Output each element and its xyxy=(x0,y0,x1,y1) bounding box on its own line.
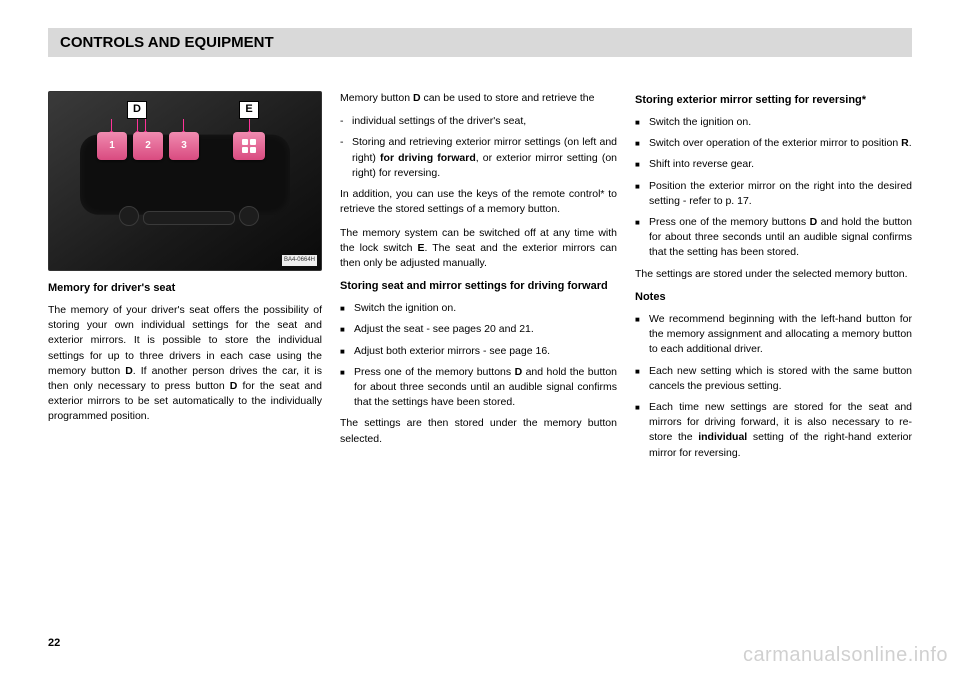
column-1: D E 1 2 3 BA4-0664H Memory for driver's … xyxy=(48,91,322,467)
bullet-list-item: ■ Switch the ignition on. xyxy=(635,115,912,130)
list-text: Adjust the seat - see pages 20 and 21. xyxy=(354,322,617,337)
text-run: Memory button xyxy=(340,92,413,104)
list-text: We recommend beginning with the left-han… xyxy=(649,312,912,358)
square-bullet-icon: ■ xyxy=(635,136,649,151)
bullet-list-item: ■ Adjust the seat - see pages 20 and 21. xyxy=(340,322,617,337)
pointer-line xyxy=(249,119,250,133)
section-header-title: CONTROLS AND EQUIPMENT xyxy=(60,34,900,51)
bullet-list-item: ■ Position the exterior mirror on the ri… xyxy=(635,179,912,209)
memory-button-1: 1 xyxy=(97,132,127,160)
list-text: Each time new settings are stored for th… xyxy=(649,400,912,461)
text-run: Press one of the memory buttons xyxy=(354,366,515,378)
seat-memory-figure: D E 1 2 3 BA4-0664H xyxy=(48,91,322,271)
watermark: carmanualsonline.info xyxy=(743,644,948,667)
paragraph: Memory button D can be used to store and… xyxy=(340,91,617,106)
seat-bar-icon xyxy=(143,211,235,225)
seat-adjust-control xyxy=(119,206,259,230)
square-bullet-icon: ■ xyxy=(635,157,649,172)
square-bullet-icon: ■ xyxy=(635,312,649,358)
square-bullet-icon: ■ xyxy=(635,364,649,394)
square-bullet-icon: ■ xyxy=(635,215,649,261)
square-bullet-icon: ■ xyxy=(340,322,354,337)
bold-letter: D xyxy=(125,365,133,377)
square-bullet-icon: ■ xyxy=(635,179,649,209)
figure-code: BA4-0664H xyxy=(282,255,317,266)
bullet-list-item: ■ Switch over operation of the exterior … xyxy=(635,136,912,151)
list-text: Shift into reverse gear. xyxy=(649,157,912,172)
text-run: Switch over operation of the exterior mi… xyxy=(649,137,901,149)
seat-knob-icon xyxy=(239,206,259,226)
bullet-list-item: ■ Adjust both exterior mirrors - see pag… xyxy=(340,344,617,359)
paragraph: In addition, you can use the keys of the… xyxy=(340,187,617,217)
dash-marker: - xyxy=(340,114,352,129)
section-title-storing-forward: Storing seat and mirror settings for dri… xyxy=(340,279,617,295)
list-text: Adjust both exterior mirrors - see page … xyxy=(354,344,617,359)
column-3: Storing exterior mirror setting for reve… xyxy=(635,91,912,467)
bullet-list-item: ■ Switch the ignition on. xyxy=(340,301,617,316)
paragraph: The memory system can be switched off at… xyxy=(340,226,617,272)
pointer-line xyxy=(111,119,112,133)
seat-knob-icon xyxy=(119,206,139,226)
bold-text: for driving forward xyxy=(380,152,476,164)
memory-button-3: 3 xyxy=(169,132,199,160)
bullet-list-item: ■ We recommend beginning with the left-h… xyxy=(635,312,912,358)
callout-label-e: E xyxy=(239,101,259,119)
list-text: Position the exterior mirror on the righ… xyxy=(649,179,912,209)
bold-letter: D xyxy=(413,92,421,104)
pointer-line xyxy=(183,119,184,133)
square-bullet-icon: ■ xyxy=(635,400,649,461)
list-text: Press one of the memory buttons D and ho… xyxy=(354,365,617,411)
notes-heading: Notes xyxy=(635,290,912,306)
callout-label-d: D xyxy=(127,101,147,119)
list-text: Storing and retrieving exterior mirror s… xyxy=(352,135,617,181)
grid-icon xyxy=(242,139,256,153)
bullet-list-item: ■ Press one of the memory buttons D and … xyxy=(340,365,617,411)
list-text: Switch the ignition on. xyxy=(649,115,912,130)
section-title-reversing: Storing exterior mirror setting for reve… xyxy=(635,93,912,109)
bold-letter: E xyxy=(417,242,424,254)
square-bullet-icon: ■ xyxy=(340,301,354,316)
page-number: 22 xyxy=(48,637,60,649)
bullet-list-item: ■ Press one of the memory buttons D and … xyxy=(635,215,912,261)
square-bullet-icon: ■ xyxy=(340,344,354,359)
bold-letter: R xyxy=(901,137,909,149)
pointer-line xyxy=(137,119,138,133)
square-bullet-icon: ■ xyxy=(340,365,354,411)
paragraph: The settings are stored under the select… xyxy=(635,267,912,282)
text-run: can be used to store and retrieve the xyxy=(421,92,595,104)
text-run: . xyxy=(909,137,912,149)
memory-button-2: 2 xyxy=(133,132,163,160)
list-text: Switch over operation of the exterior mi… xyxy=(649,136,912,151)
dash-marker: - xyxy=(340,135,352,181)
page-header: CONTROLS AND EQUIPMENT xyxy=(48,28,912,57)
pointer-line xyxy=(145,119,146,133)
bold-text: individual xyxy=(698,431,747,443)
text-run: Press one of the memory buttons xyxy=(649,216,810,228)
dash-list-item: - Storing and retrieving exterior mirror… xyxy=(340,135,617,181)
section-title-memory: Memory for driver's seat xyxy=(48,281,322,297)
content-columns: D E 1 2 3 BA4-0664H Memory for driver's … xyxy=(48,91,912,467)
memory-button-e xyxy=(233,132,265,160)
dash-list-item: - individual settings of the driver's se… xyxy=(340,114,617,129)
list-text: Switch the ignition on. xyxy=(354,301,617,316)
square-bullet-icon: ■ xyxy=(635,115,649,130)
list-text: Press one of the memory buttons D and ho… xyxy=(649,215,912,261)
list-text: Each new setting which is stored with th… xyxy=(649,364,912,394)
paragraph: The memory of your driver's seat offers … xyxy=(48,303,322,425)
bullet-list-item: ■ Shift into reverse gear. xyxy=(635,157,912,172)
column-2: Memory button D can be used to store and… xyxy=(340,91,617,467)
list-text: individual settings of the driver's seat… xyxy=(352,114,617,129)
bullet-list-item: ■ Each new setting which is stored with … xyxy=(635,364,912,394)
paragraph: The settings are then stored under the m… xyxy=(340,416,617,446)
bullet-list-item: ■ Each time new settings are stored for … xyxy=(635,400,912,461)
